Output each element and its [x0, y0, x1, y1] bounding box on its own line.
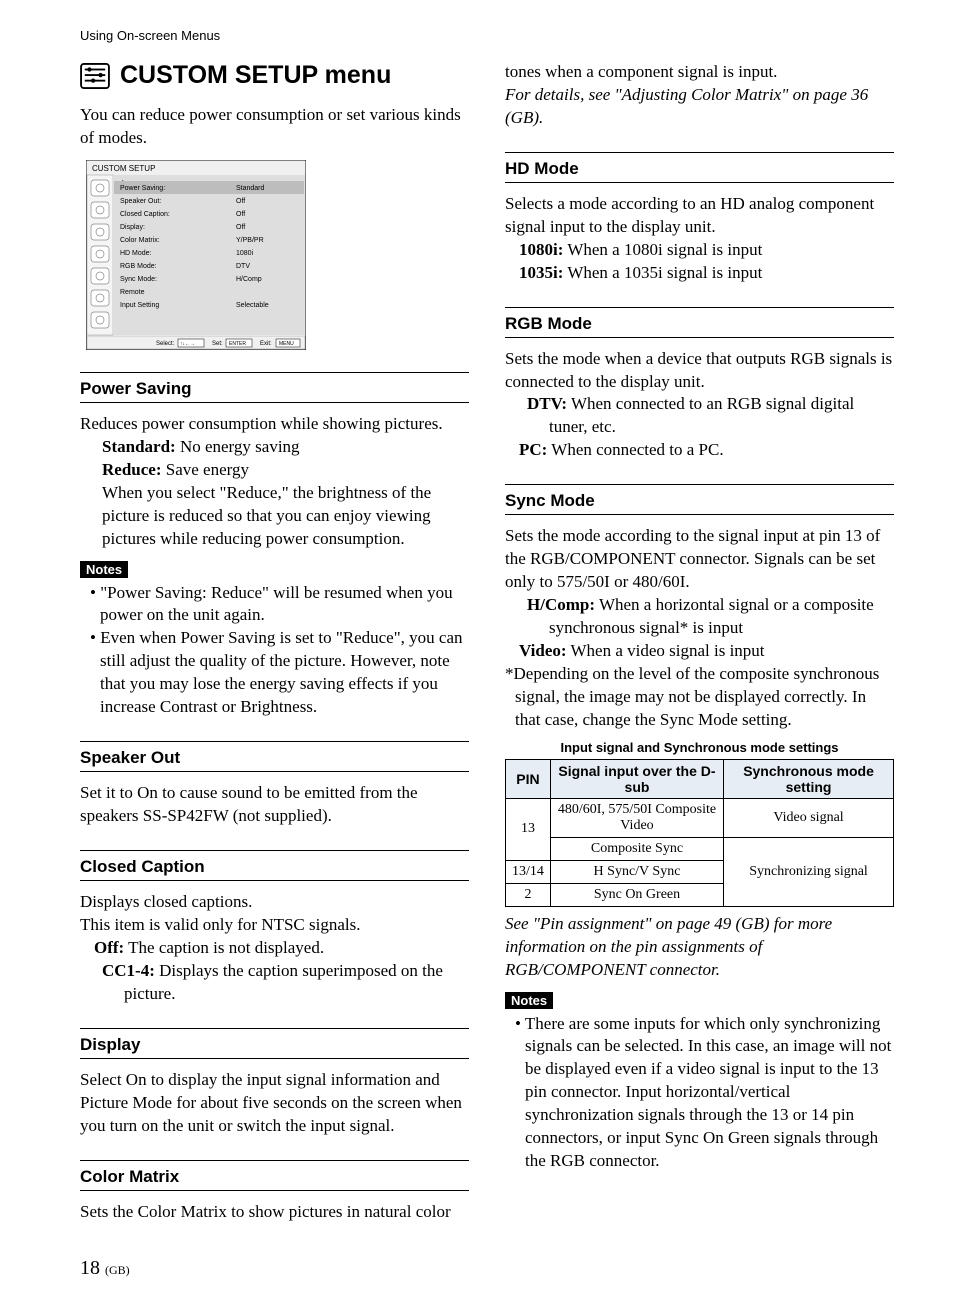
intro-text: You can reduce power consumption or set … — [80, 104, 469, 150]
standard-text: No energy saving — [176, 437, 300, 456]
reduce-text: Save energy — [161, 460, 249, 479]
td-sig-3: H Sync/V Sync — [550, 860, 723, 883]
notes-label: Notes — [80, 561, 128, 578]
td-sync-1: Video signal — [724, 798, 894, 837]
svg-text:Off: Off — [236, 211, 245, 218]
svg-text:Input Setting: Input Setting — [120, 302, 159, 309]
section-color-matrix: Color Matrix — [80, 1160, 469, 1191]
svg-text:ENTER: ENTER — [229, 341, 246, 347]
th-signal: Signal input over the D-sub — [550, 759, 723, 798]
svg-text:Exit:: Exit: — [260, 341, 272, 347]
td-sig-1: 480/60I, 575/50I Composite Video — [550, 798, 723, 837]
svg-text:RGB Mode:: RGB Mode: — [120, 263, 157, 270]
rgb-dtv-label: DTV: — [527, 394, 567, 413]
th-sync: Synchronous mode setting — [724, 759, 894, 798]
power-note-1: "Power Saving: Reduce" will be resumed w… — [100, 582, 469, 628]
standard-label: Standard: — [102, 437, 176, 456]
rgb-pc-text: When connected to a PC. — [547, 440, 723, 459]
section-power-saving: Power Saving — [80, 372, 469, 403]
svg-text:Color Matrix:: Color Matrix: — [120, 237, 160, 244]
section-speaker-out: Speaker Out — [80, 741, 469, 772]
hd-1080i-label: 1080i: — [519, 240, 563, 259]
page-title: CUSTOM SETUP menu — [120, 61, 391, 90]
svg-text:DTV: DTV — [236, 263, 250, 270]
display-text: Select On to display the input signal in… — [80, 1069, 469, 1138]
sync-note-1: There are some inputs for which only syn… — [525, 1013, 894, 1174]
td-pin-13: 13 — [506, 798, 551, 860]
svg-text:Power Saving:: Power Saving: — [120, 185, 165, 192]
svg-text:Speaker Out:: Speaker Out: — [120, 198, 161, 205]
svg-text:HD Mode:: HD Mode: — [120, 250, 152, 257]
svg-text:↑↓←→: ↑↓←→ — [180, 341, 195, 347]
svg-text:Display:: Display: — [120, 224, 145, 231]
td-sig-2: Composite Sync — [550, 837, 723, 860]
svg-text:MENU: MENU — [279, 341, 294, 347]
svg-text:CUSTOM SETUP: CUSTOM SETUP — [92, 164, 155, 173]
section-hd-mode: HD Mode — [505, 152, 894, 183]
svg-text:Select:: Select: — [156, 341, 175, 347]
sync-lead: Sets the mode according to the signal in… — [505, 525, 894, 594]
cc-off-text: The caption is not displayed. — [124, 938, 324, 957]
sync-hcomp-text: When a horizontal signal or a composite … — [549, 595, 874, 637]
td-sync-234: Synchronizing signal — [724, 837, 894, 906]
section-rgb-mode: RGB Mode — [505, 307, 894, 338]
sync-hcomp-label: H/Comp: — [527, 595, 595, 614]
cc-cc-text: Displays the caption superimposed on the… — [124, 961, 443, 1003]
color-matrix-text: Sets the Color Matrix to show pictures i… — [80, 1201, 469, 1224]
color-matrix-cont1: tones when a component signal is input. — [505, 61, 894, 84]
notes-label-2: Notes — [505, 992, 553, 1009]
svg-text:Off: Off — [236, 224, 245, 231]
color-matrix-cont2: For details, see "Adjusting Color Matrix… — [505, 84, 894, 130]
td-pin-1314: 13/14 — [506, 860, 551, 883]
reduce-detail: When you select "Reduce," the brightness… — [102, 482, 469, 551]
svg-text:Set:: Set: — [212, 341, 223, 347]
power-note-2: Even when Power Saving is set to "Reduce… — [100, 627, 469, 719]
rgb-dtv-text: When connected to an RGB signal digital … — [549, 394, 854, 436]
sync-footnote: *Depending on the level of the composite… — [515, 663, 894, 732]
breadcrumb: Using On-screen Menus — [80, 28, 894, 43]
page-suffix: (GB) — [105, 1263, 130, 1277]
sync-video-text: When a video signal is input — [567, 641, 765, 660]
hd-1080i-text: When a 1080i signal is input — [563, 240, 762, 259]
hd-1035i-label: 1035i: — [519, 263, 563, 282]
svg-text:Off: Off — [236, 198, 245, 205]
svg-text:Closed Caption:: Closed Caption: — [120, 211, 170, 218]
sync-see: See "Pin assignment" on page 49 (GB) for… — [505, 913, 894, 982]
reduce-label: Reduce: — [102, 460, 161, 479]
hd-lead: Selects a mode according to an HD analog… — [505, 193, 894, 239]
cc-line2: This item is valid only for NTSC signals… — [80, 914, 469, 937]
power-saving-lead: Reduces power consumption while showing … — [80, 413, 469, 436]
section-closed-caption: Closed Caption — [80, 850, 469, 881]
hd-1035i-text: When a 1035i signal is input — [563, 263, 762, 282]
speaker-out-text: Set it to On to cause sound to be emitte… — [80, 782, 469, 828]
svg-text:Sync Mode:: Sync Mode: — [120, 276, 157, 283]
svg-text:Remote: Remote — [120, 289, 145, 296]
menu-screenshot: CUSTOM SETUP↰Power Saving:StandardSpeake… — [86, 160, 306, 350]
section-sync-mode: Sync Mode — [505, 484, 894, 515]
td-sig-4: Sync On Green — [550, 883, 723, 906]
sync-table-caption: Input signal and Synchronous mode settin… — [505, 740, 894, 755]
svg-text:Selectable: Selectable — [236, 302, 269, 309]
cc-off-label: Off: — [94, 938, 124, 957]
svg-text:Y/PB/PR: Y/PB/PR — [236, 237, 264, 244]
custom-setup-icon — [80, 63, 110, 89]
rgb-lead: Sets the mode when a device that outputs… — [505, 348, 894, 394]
sync-video-label: Video: — [519, 641, 567, 660]
svg-text:1080i: 1080i — [236, 250, 254, 257]
svg-text:H/Comp: H/Comp — [236, 276, 262, 283]
section-display: Display — [80, 1028, 469, 1059]
cc-line1: Displays closed captions. — [80, 891, 469, 914]
td-pin-2: 2 — [506, 883, 551, 906]
th-pin: PIN — [506, 759, 551, 798]
page-number: 18 — [80, 1257, 100, 1279]
rgb-pc-label: PC: — [519, 440, 547, 459]
svg-text:Standard: Standard — [236, 185, 265, 192]
page-footer: 18 (GB) — [80, 1257, 894, 1280]
cc-cc-label: CC1-4: — [102, 961, 155, 980]
sync-table: PIN Signal input over the D-sub Synchron… — [505, 759, 894, 907]
